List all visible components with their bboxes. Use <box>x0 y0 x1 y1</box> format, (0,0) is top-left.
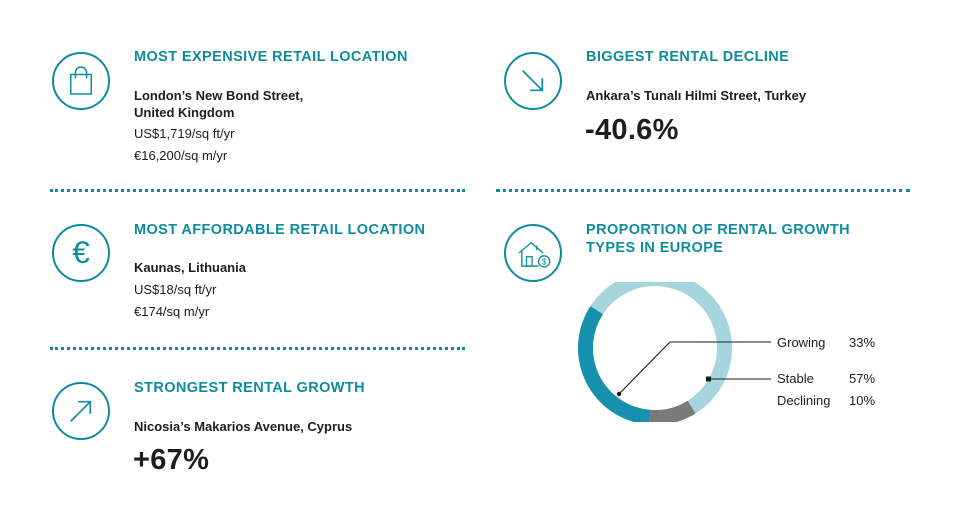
legend-declining-label: Declining <box>777 393 831 408</box>
growing-leader-dot <box>616 391 622 397</box>
strongest-growth-value: +67% <box>133 444 210 476</box>
most-expensive-location-line1: London’s New Bond Street, <box>134 88 304 103</box>
divider-right-1 <box>496 189 910 192</box>
legend-stable-label: Stable <box>777 371 814 386</box>
most-expensive-eur: €16,200/sq m/yr <box>134 148 228 163</box>
legend-stable-value: 57% <box>849 371 876 386</box>
rental-growth-donut-chart <box>578 282 771 422</box>
growing-leader-line <box>618 341 771 395</box>
most-expensive-usd: US$1,719/sq ft/yr <box>134 126 235 141</box>
house-dollar-icon: $ <box>504 224 562 282</box>
most-expensive-location-line2: United Kingdom <box>134 105 235 120</box>
legend-declining-value: 10% <box>849 393 876 408</box>
legend-growing-label: Growing <box>777 335 826 350</box>
legend-growing-value: 33% <box>849 335 876 350</box>
most-expensive-heading: MOST EXPENSIVE RETAIL LOCATION <box>134 49 408 65</box>
strongest-growth-heading: STRONGEST RENTAL GROWTH <box>134 380 365 396</box>
stable-leader-dot <box>706 376 711 382</box>
most-affordable-location: Kaunas, Lithuania <box>134 260 246 275</box>
stable-slice <box>590 282 732 414</box>
euro-icon: € <box>52 224 110 282</box>
divider-left-1 <box>50 189 465 192</box>
shopping-bag-icon <box>52 52 110 110</box>
declining-slice <box>649 400 696 422</box>
biggest-decline-heading: BIGGEST RENTAL DECLINE <box>586 49 790 65</box>
most-affordable-heading: MOST AFFORDABLE RETAIL LOCATION <box>134 222 426 238</box>
proportion-heading-line2: TYPES IN EUROPE <box>586 240 724 256</box>
growing-slice <box>578 306 651 422</box>
most-affordable-usd: US$18/sq ft/yr <box>134 282 217 297</box>
arrow-up-right-icon <box>52 382 110 440</box>
proportion-heading-line1: PROPORTION OF RENTAL GROWTH <box>586 222 851 238</box>
strongest-growth-location: Nicosia’s Makarios Avenue, Cyprus <box>134 419 353 434</box>
biggest-decline-value: -40.6% <box>585 114 679 146</box>
most-affordable-eur: €174/sq m/yr <box>134 304 210 319</box>
svg-text:$: $ <box>542 257 547 267</box>
divider-left-2 <box>50 347 465 350</box>
svg-text:€: € <box>72 234 90 270</box>
biggest-decline-location: Ankara’s Tunalı Hilmi Street, Turkey <box>586 88 807 103</box>
arrow-down-right-icon <box>504 52 562 110</box>
